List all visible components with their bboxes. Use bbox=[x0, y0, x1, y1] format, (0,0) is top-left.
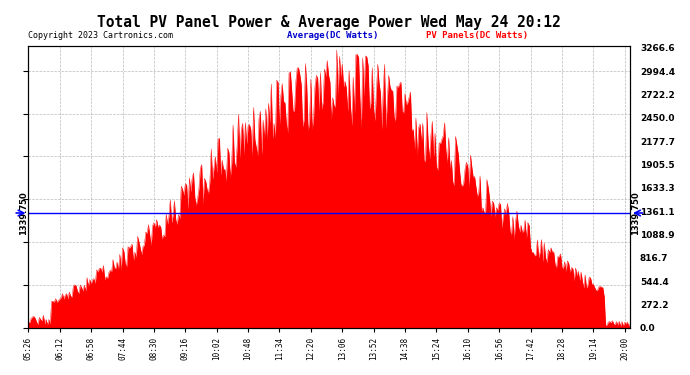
Text: Copyright 2023 Cartronics.com: Copyright 2023 Cartronics.com bbox=[28, 31, 173, 40]
Text: 1339.750: 1339.750 bbox=[19, 191, 28, 235]
Text: 1339.750: 1339.750 bbox=[631, 191, 640, 235]
Text: PV Panels(DC Watts): PV Panels(DC Watts) bbox=[426, 31, 528, 40]
Text: Average(DC Watts): Average(DC Watts) bbox=[287, 31, 379, 40]
Title: Total PV Panel Power & Average Power Wed May 24 20:12: Total PV Panel Power & Average Power Wed… bbox=[97, 15, 561, 30]
